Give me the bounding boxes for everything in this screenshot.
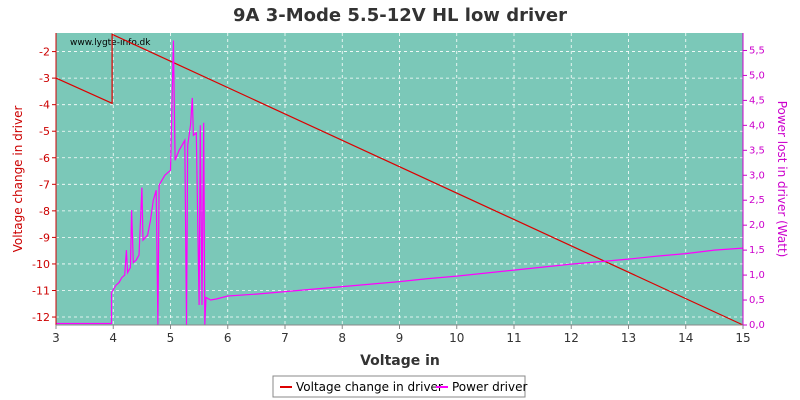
x-tick-label: 11 bbox=[506, 331, 521, 345]
x-tick-label: 5 bbox=[167, 331, 175, 345]
right-tick-label: 2,0 bbox=[749, 220, 765, 231]
left-tick-label: -12 bbox=[32, 311, 50, 324]
right-tick-label: 3,0 bbox=[749, 170, 765, 181]
left-tick-label: -3 bbox=[39, 72, 50, 85]
x-axis-ticks: 3 4 5 6 7 8 9 10 11 12 13 14 15 bbox=[52, 325, 751, 345]
left-tick-label: -11 bbox=[32, 284, 50, 297]
left-tick-label: -5 bbox=[39, 125, 50, 138]
right-tick-label: 4,0 bbox=[749, 120, 765, 131]
left-axis-label: Voltage change in driver bbox=[11, 106, 25, 253]
x-tick-label: 7 bbox=[281, 331, 289, 345]
right-tick-label: 0,0 bbox=[749, 320, 765, 331]
x-tick-label: 6 bbox=[224, 331, 232, 345]
legend-label-voltage: Voltage change in driver bbox=[296, 380, 443, 394]
x-tick-label: 15 bbox=[735, 331, 750, 345]
x-tick-label: 14 bbox=[678, 331, 693, 345]
right-tick-label: 4,5 bbox=[749, 95, 765, 106]
legend: Voltage change in driver Power driver bbox=[272, 375, 527, 398]
right-axis-label: Power lost in driver (Watt) bbox=[775, 101, 789, 258]
series-layer bbox=[55, 33, 744, 326]
left-tick-label: -10 bbox=[32, 258, 50, 271]
right-axis-ticks: 0,0 0,5 1,0 1,5 2,0 2,5 3,0 3,5 4,0 4,5 5,0 5,5 bbox=[743, 45, 765, 331]
right-tick-label: 5,5 bbox=[749, 45, 765, 56]
x-tick-label: 12 bbox=[564, 331, 579, 345]
left-tick-label: -6 bbox=[39, 152, 50, 165]
legend-label-power: Power driver bbox=[452, 380, 527, 394]
left-tick-label: -8 bbox=[39, 205, 50, 218]
right-tick-label: 1,5 bbox=[749, 245, 765, 256]
series-line-power bbox=[56, 40, 744, 326]
legend-box bbox=[272, 375, 526, 398]
left-tick-label: -4 bbox=[39, 99, 50, 112]
right-tick-label: 2,5 bbox=[749, 195, 765, 206]
left-axis-ticks: -2 -3 -4 -5 -6 -7 -8 -9 -10 -11 -12 bbox=[32, 46, 56, 324]
series-line-voltage-change bbox=[55, 33, 744, 326]
left-tick-label: -7 bbox=[39, 178, 50, 191]
right-tick-label: 1,0 bbox=[749, 270, 765, 281]
watermark: www.lygte-info.dk bbox=[70, 38, 151, 48]
right-tick-label: 3,5 bbox=[749, 145, 765, 156]
left-tick-label: -9 bbox=[39, 231, 50, 244]
x-tick-label: 9 bbox=[396, 331, 404, 345]
x-tick-label: 4 bbox=[109, 331, 117, 345]
x-axis-label: Voltage in bbox=[360, 353, 440, 369]
right-tick-label: 0,5 bbox=[749, 295, 765, 306]
left-tick-label: -2 bbox=[39, 46, 50, 59]
chart-title: 9A 3-Mode 5.5-12V HL low driver bbox=[233, 5, 567, 26]
x-tick-label: 13 bbox=[621, 331, 636, 345]
x-tick-label: 8 bbox=[338, 331, 346, 345]
x-tick-label: 3 bbox=[52, 331, 60, 345]
right-tick-label: 5,0 bbox=[749, 70, 765, 81]
x-tick-label: 10 bbox=[449, 331, 464, 345]
